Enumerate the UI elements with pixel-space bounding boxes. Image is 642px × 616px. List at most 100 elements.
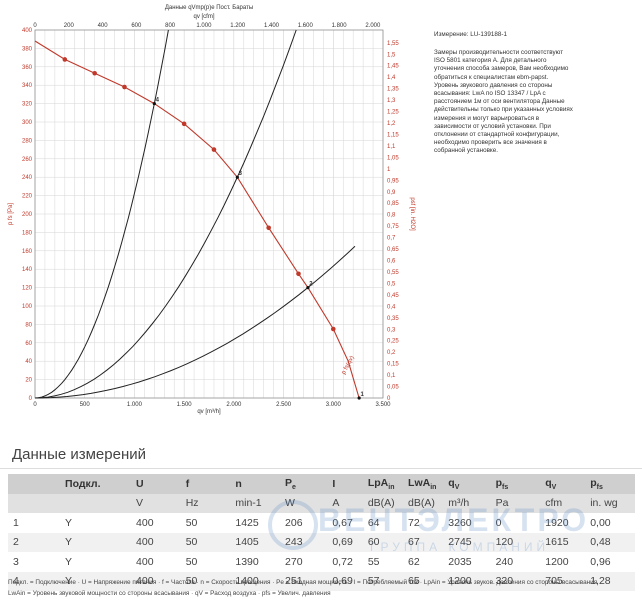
x-tick-label-bottom: 2.000	[226, 402, 242, 408]
table-cell: 2	[8, 532, 61, 552]
table-header-cell: f	[180, 474, 231, 494]
section-title: Данные измерений	[12, 446, 146, 463]
legend-line-1: Подкл. = Подключение · U = Напряжение пи…	[8, 579, 598, 586]
x-tick-label-top: 1.400	[264, 23, 280, 29]
y-tick-label-right: 0,75	[387, 224, 399, 230]
y-tick-label-left: 280	[22, 138, 33, 144]
y-tick-label-left: 340	[22, 83, 33, 89]
x-tick-label-bottom: 1.000	[127, 402, 143, 408]
table-unit-cell: W	[280, 493, 328, 513]
table-unit-cell: Pa	[490, 493, 541, 513]
fan-curve-marker	[330, 326, 336, 332]
y-tick-label-right: 0,85	[387, 201, 399, 207]
y-tick-label-right: 1,3	[387, 98, 396, 104]
y-tick-label-right: 0,95	[387, 178, 399, 184]
table-header-cell: qV	[443, 474, 491, 494]
table-cell: 206	[280, 513, 328, 533]
y-tick-label-left: 300	[22, 120, 33, 126]
header-subscript: in	[388, 483, 395, 491]
table-cell: 50	[180, 552, 231, 572]
table-unit-cell: min-1	[230, 493, 281, 513]
table-cell: 120	[490, 532, 541, 552]
y-tick-label-right: 1,5	[387, 52, 396, 58]
x-tick-label-top: 600	[131, 23, 142, 29]
table-cell: 50	[180, 571, 231, 591]
y-tick-label-left: 20	[25, 378, 32, 384]
y-tick-label-left: 380	[22, 46, 33, 52]
table-cell: 55	[362, 552, 404, 572]
y-tick-label-right: 0,05	[387, 385, 399, 391]
y-tick-label-left: 140	[22, 267, 33, 273]
x-tick-label-top: 400	[98, 23, 109, 29]
table-cell: 2035	[443, 552, 491, 572]
y-tick-label-right: 0,6	[387, 259, 396, 265]
header-subscript: e	[292, 483, 296, 491]
operating-point-label: 4	[156, 98, 160, 104]
table-cell: 400	[131, 513, 181, 533]
operating-point-2	[306, 286, 310, 290]
table-row: 4 Y 400 50 1400 251 0,69 57 65 1200 320 705 1,28	[8, 571, 635, 591]
x-tick-label-bottom: 1.500	[177, 402, 193, 408]
table-cell: 0,00	[585, 513, 635, 533]
table-row: 1 Y 400 50 1425 206 0,67 64 72 3260 0 1920 0,00	[8, 513, 635, 533]
table-header-cell: LpAin	[362, 474, 404, 494]
operating-point-4	[152, 102, 156, 106]
y-tick-label-left: 100	[22, 304, 33, 310]
table-unit-cell	[60, 493, 132, 513]
measurement-id: Измерение: LU-139188-1	[434, 31, 508, 38]
table-row: 2 Y 400 50 1405 243 0,69 60 67 2745 120 1615 0,48	[8, 532, 635, 552]
x-tick-label-bottom: 2.500	[276, 402, 292, 408]
y-tick-label-left: 60	[25, 341, 32, 347]
table-cell: 65	[403, 571, 444, 591]
table-header-cell: pfs	[490, 474, 541, 494]
y-tick-label-right: 1,55	[387, 41, 399, 47]
y-tick-label-right: 1,35	[387, 87, 399, 93]
fan-curve-marker	[62, 57, 68, 62]
table-cell: Y	[60, 571, 132, 591]
fan-curve-marker	[211, 147, 217, 152]
x-tick-label-top: 0	[33, 23, 37, 29]
y-tick-label-right: 0,15	[387, 362, 399, 368]
y-tick-label-right: 1,25	[387, 110, 399, 116]
y-tick-label-right: 1,2	[387, 121, 396, 127]
legend-line-2: LwAin = Уровень звуковой мощности со сто…	[8, 589, 331, 597]
table-header-cell: qV	[540, 474, 586, 494]
chart-header-text: Данные qVmp(p)e Пост. Бараты	[165, 5, 253, 11]
table-cell: 72	[403, 513, 444, 533]
y-tick-label-right: 0,65	[387, 247, 399, 253]
x-axis-label-bottom: qv [m³/h]	[197, 409, 221, 415]
table-unit-cell: Hz	[180, 493, 231, 513]
x-tick-label-bottom: 500	[80, 402, 91, 408]
y-tick-label-left: 180	[22, 230, 33, 236]
table-cell: 270	[280, 552, 328, 572]
table-cell: 0,48	[585, 532, 635, 552]
y-tick-label-right: 0,35	[387, 316, 399, 322]
system-curve-2	[34, 29, 297, 399]
header-subscript: V	[454, 483, 460, 491]
table-cell: 400	[131, 552, 181, 572]
table-cell: 705	[540, 571, 586, 591]
x-tick-label-bottom: 3.500	[375, 402, 391, 408]
y-tick-label-left: 400	[22, 28, 33, 34]
table-cell: Y	[60, 513, 132, 533]
fan-curve-marker	[266, 225, 271, 231]
table-cell: 0,96	[585, 552, 635, 572]
table-cell: 4	[8, 571, 61, 591]
table-cell: 1,28	[585, 571, 635, 591]
y-tick-label-right: 0	[387, 396, 391, 402]
table-cell: 0	[490, 513, 541, 533]
y-tick-label-right: 1,05	[387, 155, 399, 161]
table-cell: 3	[8, 552, 61, 572]
y-tick-label-right: 0,55	[387, 270, 399, 276]
x-tick-label-top: 1.000	[196, 23, 212, 29]
table-unit-cell: m³/h	[443, 493, 491, 513]
x-axis-label-top: qv [cfm]	[193, 14, 214, 20]
operating-point-label: 3	[239, 171, 243, 177]
table-cell: 57	[362, 571, 404, 591]
y-tick-label-right: 1,15	[387, 132, 399, 138]
operating-point-label: 1	[360, 392, 364, 398]
y-tick-label-right: 0,7	[387, 236, 396, 242]
header-subscript: fs	[596, 483, 603, 491]
table-header-cell: U	[131, 474, 181, 494]
